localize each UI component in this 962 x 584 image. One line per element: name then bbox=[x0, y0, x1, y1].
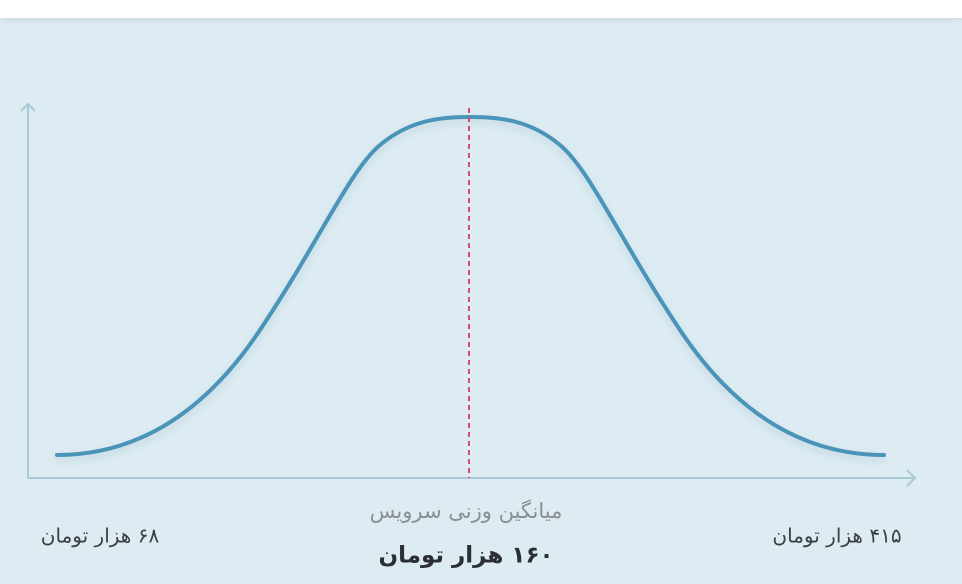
max-label: ۴۱۵ هزار تومان bbox=[772, 524, 901, 548]
y-axis-arrow bbox=[20, 102, 36, 112]
average-value: ۱۶۰ هزار تومان bbox=[378, 543, 553, 569]
average-caption: میانگین وزنی سرویس bbox=[370, 499, 563, 523]
x-axis-arrow bbox=[906, 469, 917, 487]
header-bar bbox=[0, 0, 962, 18]
min-label: ۶۸ هزار تومان bbox=[41, 524, 160, 548]
bell-curve bbox=[55, 114, 886, 457]
